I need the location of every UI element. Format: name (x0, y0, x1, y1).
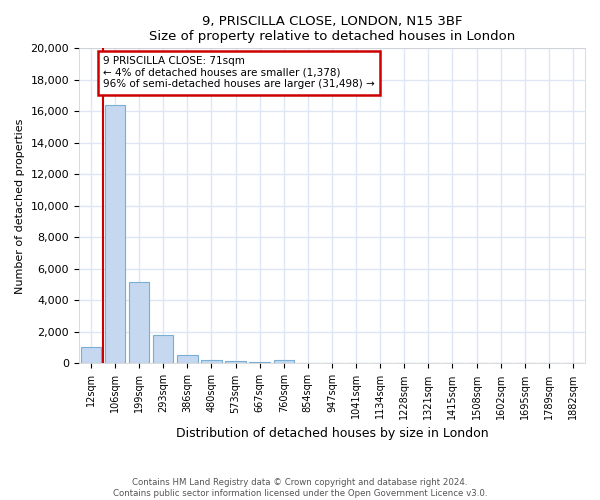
Bar (105, 105, 125, 364)
Bar (177, 355, 197, 364)
Title: 9, PRISCILLA CLOSE, LONDON, N15 3BF
Size of property relative to detached houses: 9, PRISCILLA CLOSE, LONDON, N15 3BF Size… (149, 15, 515, 43)
X-axis label: Distribution of detached houses by size in London: Distribution of detached houses by size … (176, 427, 488, 440)
Y-axis label: Number of detached properties: Number of detached properties (15, 118, 25, 294)
Bar (153, 335, 173, 364)
Bar (250, 362, 270, 364)
Text: Contains HM Land Registry data © Crown copyright and database right 2024.
Contai: Contains HM Land Registry data © Crown c… (113, 478, 487, 498)
Text: 9 PRISCILLA CLOSE: 71sqm
← 4% of detached houses are smaller (1,378)
96% of semi: 9 PRISCILLA CLOSE: 71sqm ← 4% of detache… (103, 56, 375, 90)
Bar (226, 361, 246, 364)
Bar (274, 360, 294, 364)
Bar (201, 360, 221, 364)
Bar (129, 282, 149, 364)
Bar (81, 347, 101, 364)
